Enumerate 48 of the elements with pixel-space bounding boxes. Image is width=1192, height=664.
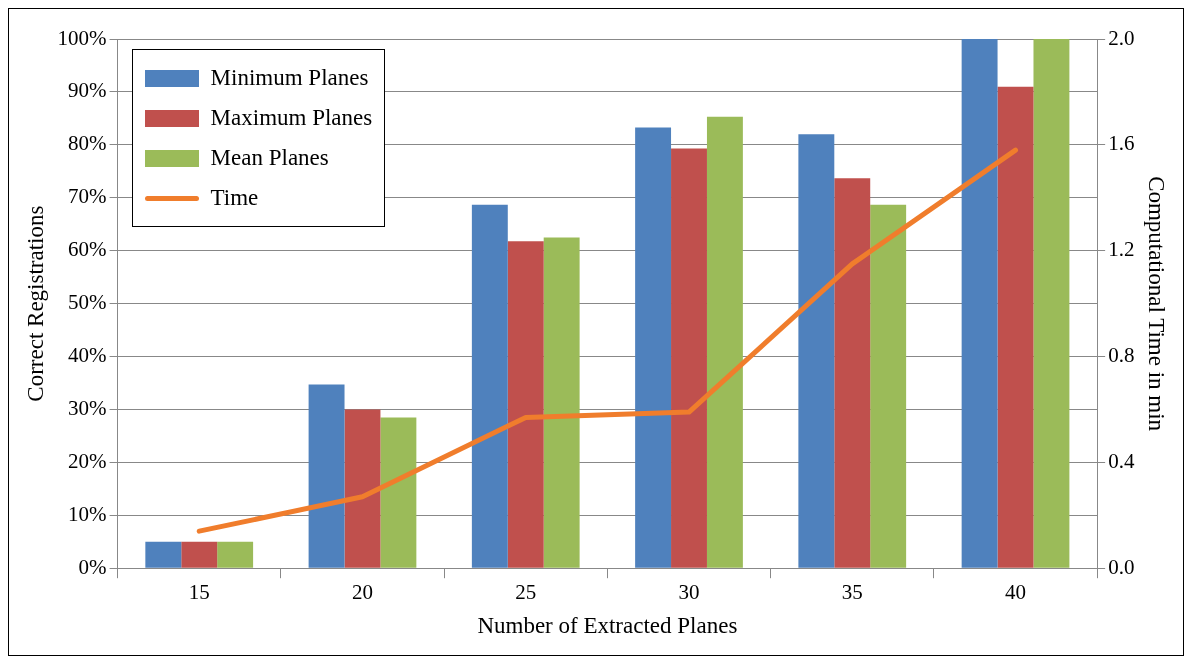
x-tick-label: 15 <box>188 580 210 605</box>
x-tick-label: 20 <box>351 580 373 605</box>
bar <box>380 417 417 568</box>
x-tick-label: 25 <box>515 580 537 605</box>
bar <box>471 204 508 568</box>
bar <box>834 178 871 568</box>
y2-tick-label: 2.0 <box>1108 25 1135 50</box>
bar <box>961 39 998 568</box>
y2-tick-label: 0.4 <box>1108 448 1135 473</box>
x-axis-title: Number of Extracted Planes <box>477 613 738 639</box>
legend-label: Time <box>210 185 259 211</box>
y-tick-label: 40% <box>68 343 107 368</box>
bar <box>671 148 707 568</box>
y-tick-label: 70% <box>68 184 107 209</box>
legend-label: Mean Planes <box>210 145 329 171</box>
x-tick-label: 40 <box>1005 580 1027 605</box>
bar <box>507 241 544 568</box>
y2-axis-title: Computational Time in min <box>1144 176 1170 432</box>
legend-label: Maximum Planes <box>210 105 373 131</box>
bar <box>308 384 345 568</box>
y2-tick-label: 1.6 <box>1108 131 1135 156</box>
y-tick-label: 90% <box>68 78 107 103</box>
bar <box>217 541 254 568</box>
y-tick-label: 60% <box>68 237 107 262</box>
bar <box>145 541 182 568</box>
bar <box>1033 39 1070 568</box>
x-tick-label: 30 <box>678 580 700 605</box>
bar <box>798 134 835 568</box>
bar <box>997 86 1034 568</box>
y-tick-label: 50% <box>68 290 107 315</box>
bar <box>870 204 907 568</box>
bar <box>344 409 381 568</box>
y-tick-label: 100% <box>57 25 107 50</box>
x-tick-label: 35 <box>841 580 863 605</box>
legend-label: Minimum Planes <box>210 65 369 91</box>
y-tick-label: 10% <box>68 501 107 526</box>
y-tick-label: 20% <box>68 448 107 473</box>
bar <box>635 127 672 568</box>
y2-tick-label: 1.2 <box>1108 237 1135 262</box>
bar <box>706 116 743 568</box>
y-tick-label: 0% <box>78 554 107 579</box>
bar <box>543 237 580 568</box>
y-tick-label: 80% <box>68 131 107 156</box>
y2-tick-label: 0.8 <box>1108 343 1135 368</box>
y2-tick-label: 0.0 <box>1108 554 1135 579</box>
bar <box>181 541 218 568</box>
y-tick-label: 30% <box>68 395 107 420</box>
y-axis-title: Correct Registrations <box>22 205 48 402</box>
